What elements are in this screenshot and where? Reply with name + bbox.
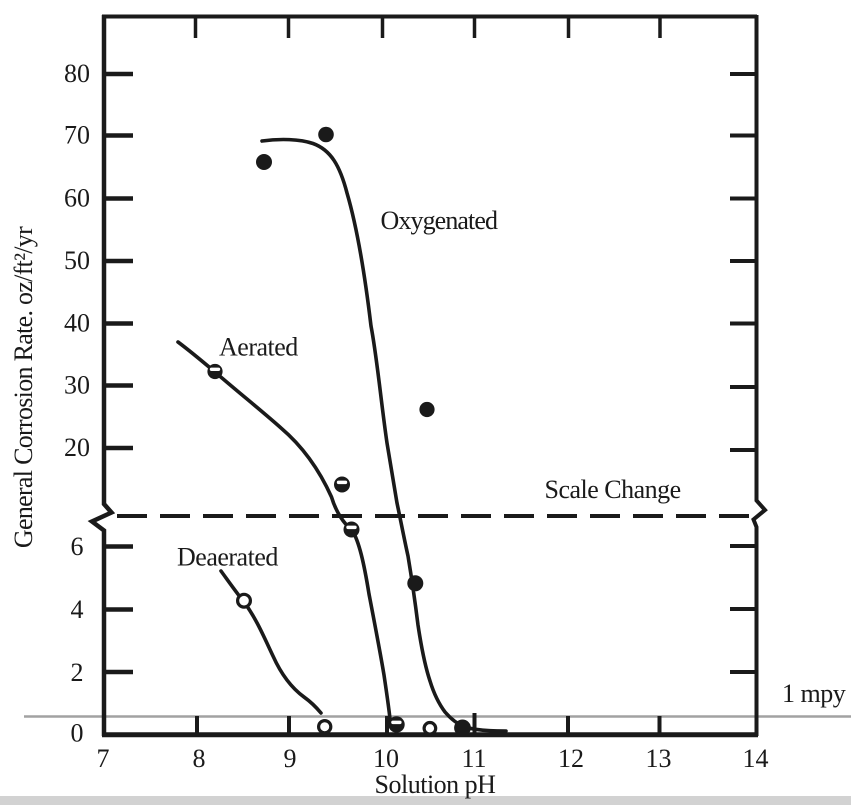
svg-text:1 mpy: 1 mpy: [782, 679, 846, 708]
svg-text:2: 2: [71, 658, 84, 687]
svg-text:80: 80: [64, 59, 90, 88]
svg-text:General Corrosion Rate. oz/ft²: General Corrosion Rate. oz/ft²/yr: [9, 226, 38, 548]
svg-text:70: 70: [64, 121, 90, 150]
svg-text:11: 11: [461, 744, 486, 773]
svg-text:Solution pH: Solution pH: [375, 770, 497, 799]
svg-text:Scale Change: Scale Change: [545, 475, 681, 504]
svg-text:Deaerated: Deaerated: [177, 543, 278, 572]
svg-text:10: 10: [373, 744, 399, 773]
svg-text:7: 7: [97, 744, 110, 773]
svg-text:14: 14: [743, 744, 769, 773]
svg-text:30: 30: [64, 371, 90, 400]
svg-text:9: 9: [284, 744, 297, 773]
svg-text:20: 20: [64, 433, 90, 462]
svg-text:50: 50: [64, 246, 90, 275]
svg-text:40: 40: [64, 309, 90, 338]
svg-text:Oxygenated: Oxygenated: [381, 206, 499, 235]
svg-text:6: 6: [71, 532, 84, 561]
svg-text:60: 60: [64, 184, 90, 213]
svg-text:8: 8: [193, 744, 206, 773]
svg-text:Aerated: Aerated: [219, 332, 298, 361]
svg-text:4: 4: [71, 595, 84, 624]
svg-text:12: 12: [558, 744, 584, 773]
svg-text:0: 0: [71, 718, 84, 747]
svg-text:13: 13: [646, 744, 672, 773]
